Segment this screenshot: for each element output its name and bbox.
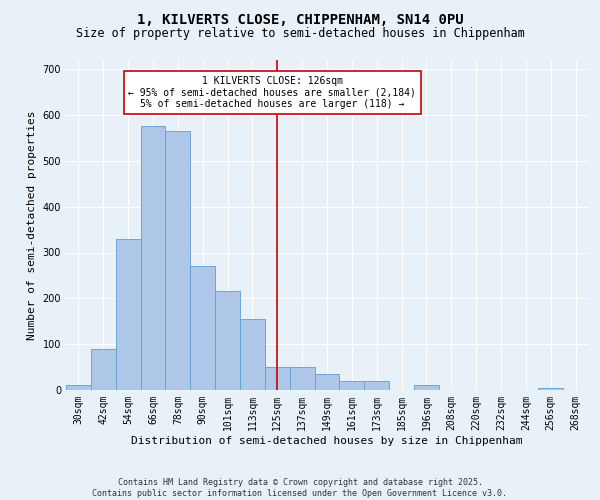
Bar	[265, 367, 290, 390]
Bar	[364, 381, 389, 390]
Text: 1, KILVERTS CLOSE, CHIPPENHAM, SN14 0PU: 1, KILVERTS CLOSE, CHIPPENHAM, SN14 0PU	[137, 12, 463, 26]
Bar	[140, 126, 166, 390]
Text: 1 KILVERTS CLOSE: 126sqm
← 95% of semi-detached houses are smaller (2,184)
5% of: 1 KILVERTS CLOSE: 126sqm ← 95% of semi-d…	[128, 76, 416, 109]
Bar	[314, 374, 340, 390]
X-axis label: Distribution of semi-detached houses by size in Chippenham: Distribution of semi-detached houses by …	[131, 436, 523, 446]
Bar	[538, 388, 563, 390]
Bar	[290, 367, 314, 390]
Bar	[116, 239, 140, 390]
Bar	[166, 131, 190, 390]
Bar	[340, 381, 364, 390]
Text: Contains HM Land Registry data © Crown copyright and database right 2025.
Contai: Contains HM Land Registry data © Crown c…	[92, 478, 508, 498]
Text: Size of property relative to semi-detached houses in Chippenham: Size of property relative to semi-detach…	[76, 28, 524, 40]
Bar	[215, 292, 240, 390]
Y-axis label: Number of semi-detached properties: Number of semi-detached properties	[27, 110, 37, 340]
Bar	[240, 319, 265, 390]
Bar	[414, 386, 439, 390]
Bar	[190, 266, 215, 390]
Bar	[66, 386, 91, 390]
Bar	[91, 349, 116, 390]
